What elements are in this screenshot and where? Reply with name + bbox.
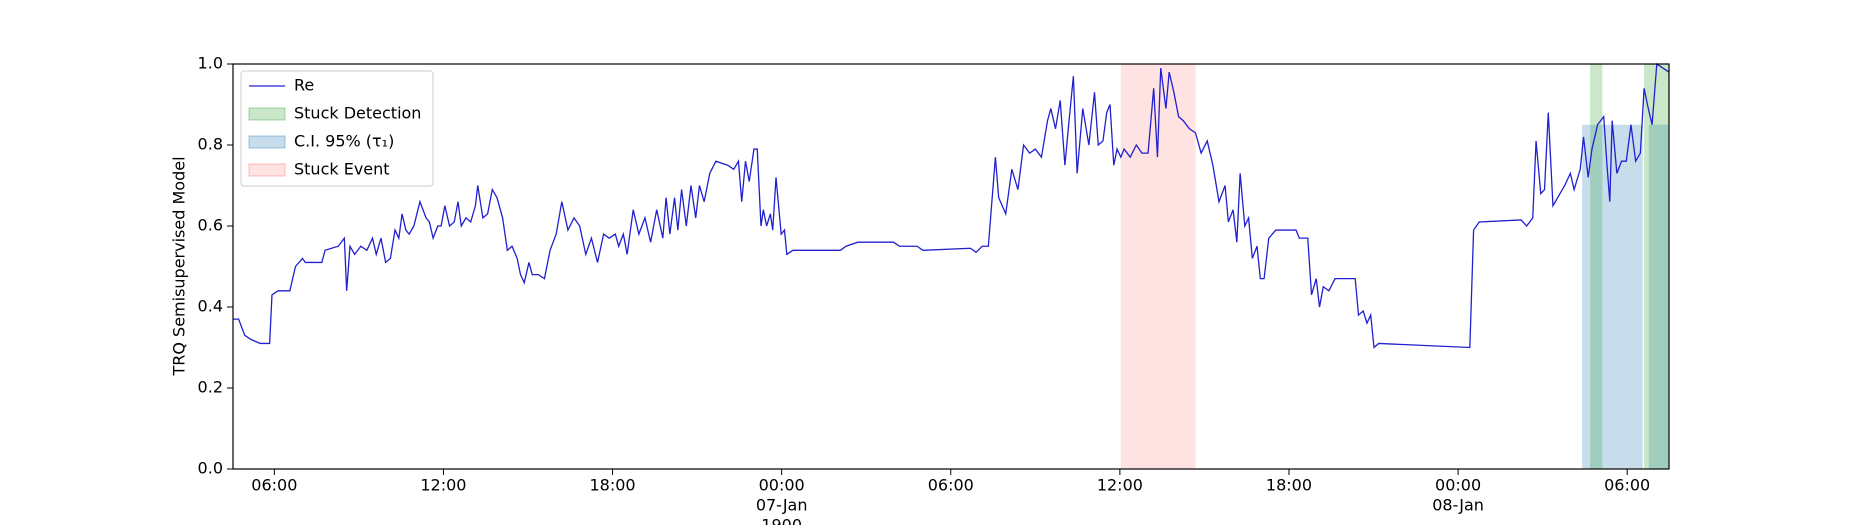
legend-label: Stuck Event bbox=[294, 160, 390, 179]
shaded-region bbox=[1644, 64, 1669, 469]
legend-label: Re bbox=[294, 76, 314, 95]
legend-label: C.I. 95% (τ₁) bbox=[294, 132, 394, 151]
shaded-region bbox=[1590, 64, 1603, 469]
x-tick-label: 18:00 bbox=[589, 476, 635, 495]
x-tick-label: 06:00 bbox=[1604, 476, 1650, 495]
y-tick-label: 1.0 bbox=[198, 54, 223, 73]
y-tick-label: 0.0 bbox=[198, 459, 223, 478]
x-tick-label: 1900 bbox=[761, 516, 802, 525]
legend-patch bbox=[248, 163, 286, 177]
x-tick-label: 07-Jan bbox=[756, 496, 808, 515]
data-line bbox=[233, 62, 1670, 349]
x-tick-label: 06:00 bbox=[251, 476, 297, 495]
y-tick-label: 0.2 bbox=[198, 378, 223, 397]
legend-patch bbox=[248, 107, 286, 121]
legend-box bbox=[240, 70, 434, 187]
legend-patch bbox=[248, 135, 286, 149]
x-tick-label: 12:00 bbox=[1097, 476, 1143, 495]
x-tick-label: 18:00 bbox=[1266, 476, 1312, 495]
x-tick-label: 06:00 bbox=[928, 476, 974, 495]
x-tick-label: 00:00 bbox=[759, 476, 805, 495]
y-tick-label: 0.6 bbox=[198, 216, 223, 235]
plot-frame bbox=[232, 63, 1670, 470]
x-tick-label: 08-Jan bbox=[1432, 496, 1484, 515]
y-tick-label: 0.4 bbox=[198, 297, 223, 316]
legend-label: Stuck Detection bbox=[294, 104, 421, 123]
legend: Re Stuck Detection C.I. 95% (τ₁) Stuck Even… bbox=[240, 70, 434, 187]
y-axis-label: TRQ Semisupervised Model bbox=[170, 156, 189, 376]
y-tick-label: 0.8 bbox=[198, 135, 223, 154]
x-tick-label: 12:00 bbox=[420, 476, 466, 495]
x-tick-label: 00:00 bbox=[1435, 476, 1481, 495]
shaded-region bbox=[1648, 124, 1669, 469]
shaded-region bbox=[1582, 124, 1643, 469]
